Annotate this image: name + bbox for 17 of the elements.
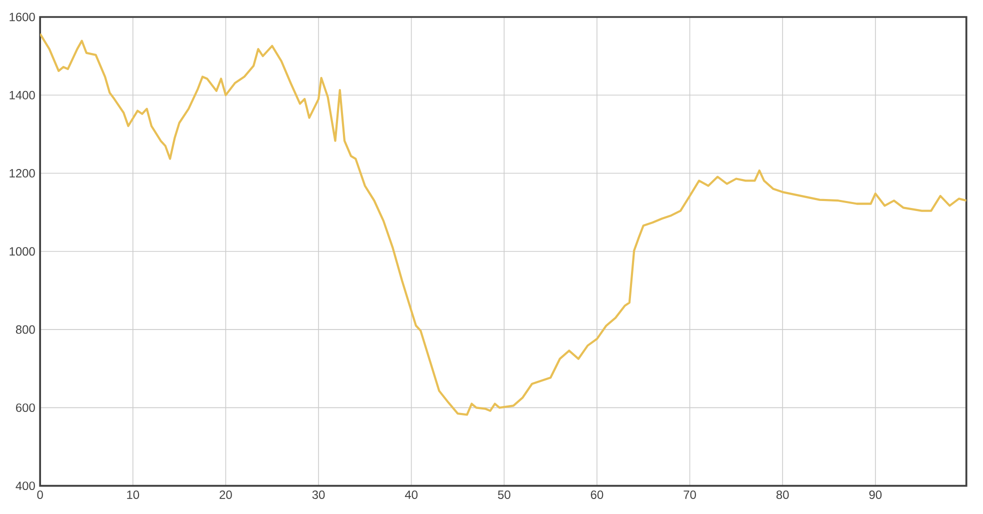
x-tick-label: 30 bbox=[312, 490, 325, 499]
x-tick-label: 80 bbox=[776, 490, 789, 499]
y-tick-label: 1200 bbox=[10, 168, 35, 178]
y-tick-label: 1000 bbox=[10, 247, 35, 256]
y-tick-label: 400 bbox=[16, 482, 35, 490]
y-tick-label: 1400 bbox=[10, 90, 35, 100]
x-tick-label: 0 bbox=[37, 490, 43, 499]
x-tick-label: 50 bbox=[498, 490, 510, 499]
y-tick-label: 600 bbox=[16, 403, 35, 412]
x-tick-label: 70 bbox=[684, 490, 696, 499]
x-tick-label: 20 bbox=[220, 490, 232, 499]
x-tick-label: 60 bbox=[590, 490, 604, 499]
x-tick-label: 40 bbox=[404, 490, 418, 499]
y-tick-label: 1600 bbox=[10, 12, 35, 22]
y-tick-label: 800 bbox=[16, 325, 35, 334]
x-tick-label: 90 bbox=[869, 490, 882, 499]
x-tick-label: 10 bbox=[127, 490, 140, 499]
